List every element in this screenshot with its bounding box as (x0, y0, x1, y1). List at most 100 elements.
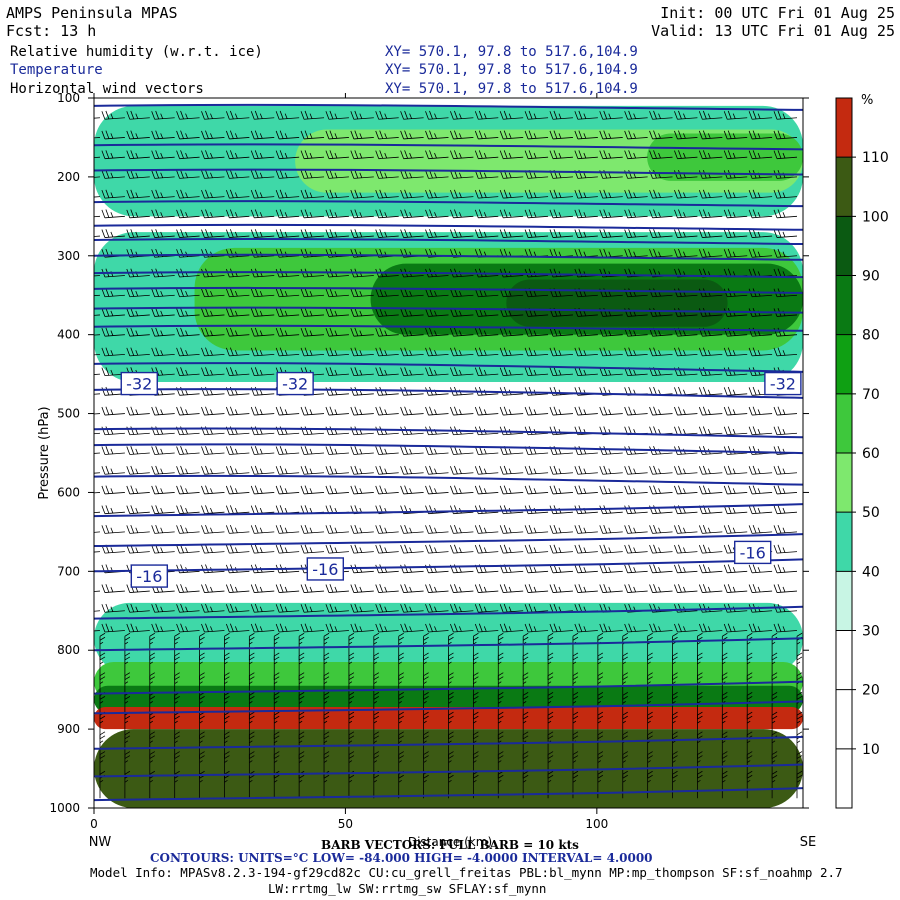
wind-barb (124, 672, 131, 700)
wind-barb (149, 672, 155, 700)
wind-barb (298, 652, 305, 680)
wind-barb (450, 623, 474, 633)
model-info: Model Info: MPASv8.2.3-194-gf29cd82c CU:… (90, 865, 843, 880)
wind-barb (698, 584, 723, 593)
colorbar-segment (836, 630, 852, 690)
wind-barb (225, 426, 250, 436)
wind-barb (325, 603, 349, 613)
wind-barb (101, 564, 125, 574)
wind-barb (574, 584, 598, 593)
wind-barb (201, 110, 225, 120)
contours-note: CONTOURS: UNITS=°C LOW= -84.000 HIGH= -4… (150, 851, 653, 865)
wind-barb (176, 603, 200, 613)
wind-barb (647, 652, 653, 680)
wind-barb (649, 465, 673, 475)
wind-barb (674, 189, 698, 199)
wind-barb (201, 465, 225, 475)
wind-barb (174, 751, 180, 779)
wind-barb (375, 544, 399, 554)
wind-barb (472, 751, 479, 779)
wind-barb (748, 465, 773, 475)
wind-barb (522, 711, 529, 740)
wind-barb (649, 288, 673, 298)
wind-barb (796, 672, 803, 700)
isotherm-label: -32 (276, 371, 314, 396)
wind-barb (474, 367, 499, 377)
wind-barb (298, 672, 305, 700)
wind-barb (474, 584, 499, 593)
wind-barb (723, 248, 748, 258)
wind-barb (748, 130, 773, 140)
wind-barb (599, 524, 623, 534)
field-xy-temperature: XY= 570.1, 97.8 to 517.6,104.9 (385, 62, 638, 78)
wind-barb (599, 465, 623, 475)
wind-barb (375, 367, 399, 377)
wind-barb (273, 672, 280, 700)
wind-barb (599, 584, 623, 593)
wind-barb (275, 169, 300, 179)
wind-barb (425, 465, 449, 475)
wind-barb (275, 189, 300, 199)
wind-barb (300, 623, 325, 633)
wind-barb (149, 632, 155, 661)
wind-barb (275, 130, 300, 140)
wind-barb (622, 770, 628, 799)
wind-barb (499, 347, 524, 357)
wind-barb (549, 623, 573, 633)
wind-barb (375, 150, 399, 160)
colorbar: 10 20 30 40 50 60 70 80 90 100 110 (835, 97, 889, 809)
wind-barb (649, 603, 673, 613)
wind-barb (325, 169, 349, 179)
wind-barb (674, 229, 698, 238)
wind-barb (746, 632, 753, 661)
wind-barb (250, 150, 275, 160)
wind-barb (248, 770, 255, 799)
wind-barb (624, 189, 648, 199)
wind-barb (746, 652, 753, 680)
isotherm-line (94, 474, 803, 486)
wind-barb (622, 731, 628, 759)
wind-barb (375, 564, 399, 574)
wind-barb (348, 731, 355, 759)
wind-barb (574, 110, 598, 120)
wind-barb (450, 189, 474, 199)
wind-barb (275, 446, 300, 455)
wind-barb (423, 751, 429, 779)
wind-barb (748, 327, 773, 337)
wind-barb (101, 544, 125, 554)
wind-barb (499, 603, 524, 613)
wind-barb (748, 229, 773, 238)
wind-barb (275, 603, 300, 613)
wind-barb (499, 544, 524, 554)
wind-barb (524, 386, 549, 396)
wind-barb (624, 347, 648, 357)
wind-barb (126, 603, 150, 613)
wind-barb (176, 623, 200, 633)
wind-barb (649, 406, 673, 416)
wind-barb (400, 130, 424, 140)
wind-barb (101, 130, 125, 140)
colorbar-segment (836, 689, 852, 749)
wind-barb (524, 446, 549, 455)
wind-barb (176, 386, 200, 396)
wind-barb (748, 446, 773, 455)
wind-barb (350, 367, 374, 377)
wind-barb (599, 446, 623, 455)
wind-barb (474, 623, 499, 633)
wind-barb (524, 288, 549, 298)
colorbar-unit: % (861, 93, 873, 108)
wind-barb (300, 406, 325, 416)
wind-barb (425, 584, 449, 593)
wind-barb (450, 485, 474, 495)
wind-barb (398, 672, 404, 700)
wind-barb (225, 485, 250, 495)
wind-barb (300, 229, 325, 238)
wind-barb (572, 770, 579, 799)
wind-barb (649, 623, 673, 633)
wind-barb (524, 623, 549, 633)
wind-barb (549, 347, 573, 357)
wind-barb (448, 711, 454, 740)
wind-barb (350, 347, 374, 357)
wind-barb (275, 209, 300, 219)
wind-barb (300, 485, 325, 495)
